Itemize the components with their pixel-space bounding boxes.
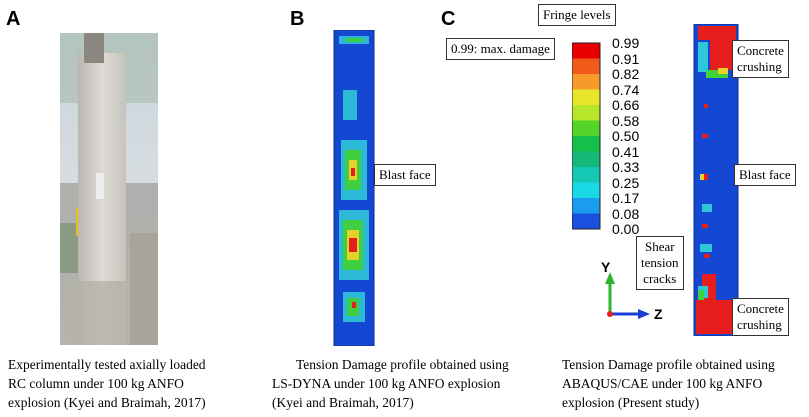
y-axis-arrow-icon [605,272,615,284]
legend-tick-label: 0.82 [612,66,640,82]
legend-tick-label: 0.66 [612,97,640,113]
caption-b-line-2: LS-DYNA under 100 kg ANFO explosion [272,376,501,391]
legend-swatch [572,89,600,106]
shear-line-1: Shear [644,239,675,254]
coordinate-axes: Y Z [601,260,663,322]
concrete-top-line-2: crushing [737,59,782,74]
legend-max-note: 0.99: max. damage [446,38,555,60]
legend-tick-label: 0.58 [612,112,640,129]
z-axis-label: Z [654,306,663,322]
legend-swatch [572,120,600,137]
blast-face-label-b: Blast face [374,164,436,186]
legend-tick-label: 0.91 [612,50,640,67]
caption-a-line-3: explosion (Kyei and Braimah, 2017) [8,395,206,410]
lsdyna-damage-contour [333,30,375,346]
annotation-concrete-crushing-top: Concrete crushing [732,40,789,78]
legend-tick-label: 0.50 [612,128,640,144]
shear-line-3: cracks [643,271,677,286]
legend-tick-label: 0.08 [612,205,640,222]
legend-swatch [572,43,600,59]
z-axis-arrow-icon [638,309,650,319]
caption-c-line-3: explosion (Present study) [562,395,700,410]
panel-letter-c: C [441,8,456,30]
caption-c-line-2: ABAQUS/CAE under 100 kg ANFO [562,376,763,391]
fringe-legend [572,42,601,230]
y-axis-label: Y [601,260,611,275]
legend-tick-label: 0.17 [612,190,640,206]
legend-swatch [572,58,600,75]
legend-title: Fringe levels [538,4,616,26]
legend-tick-label: 0.41 [612,143,640,160]
concrete-bottom-line-1: Concrete [737,301,784,316]
shear-line-2: tension [641,255,679,270]
panel-letter-b: B [290,8,305,30]
legend-tick-label: 0.00 [612,221,640,237]
legend-swatch [572,182,600,199]
legend-swatch [572,167,600,183]
legend-swatch [572,105,600,121]
caption-b-line-1: Tension Damage profile obtained using [296,357,509,372]
legend-swatch [572,136,600,152]
caption-b-line-3: (Kyei and Braimah, 2017) [272,395,414,410]
legend-tick-label: 0.25 [612,174,640,191]
caption-c-line-1: Tension Damage profile obtained using [562,357,775,372]
legend-swatch [572,198,600,214]
abaqus-damage-contour [693,24,739,336]
column-photo [60,33,158,345]
concrete-top-line-1: Concrete [737,43,784,58]
panel-letter-a: A [6,8,21,30]
legend-tick-label: 0.74 [612,81,640,98]
legend-swatch [572,151,600,168]
legend-tick-label: 0.33 [612,159,640,175]
concrete-bottom-line-2: crushing [737,317,782,332]
caption-a-line-1: Experimentally tested axially loaded [8,357,206,372]
caption-a-line-2: RC column under 100 kg ANFO [8,376,184,391]
annotation-concrete-crushing-bottom: Concrete crushing [732,298,789,336]
blast-face-label-c: Blast face [734,164,796,186]
legend-tick-label: 0.99 [612,35,640,51]
annotation-shear-tension-cracks: Shear tension cracks [636,236,684,290]
legend-swatch [572,74,600,90]
legend-swatch [572,213,600,230]
